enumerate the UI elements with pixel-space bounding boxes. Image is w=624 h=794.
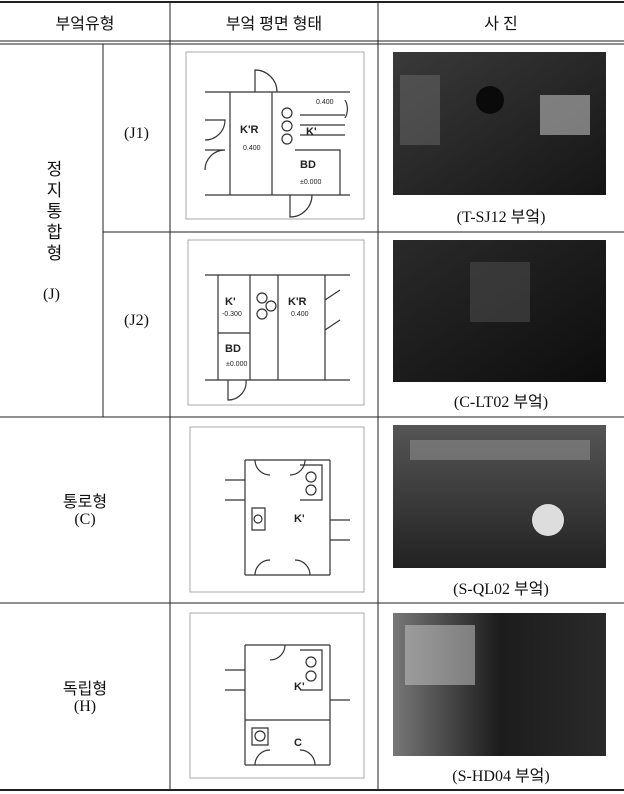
plan-label: ±0.000 (226, 361, 247, 368)
row-id: (J2) (124, 312, 149, 329)
plan-label: BD (225, 343, 241, 355)
header-cell: 사 진 (484, 16, 518, 33)
plan-j2: K' -0.300 K'R 0.400 BD ±0.000 (205, 274, 350, 401)
plan-label: BD (300, 159, 316, 171)
photo-caption: (S-QL02 부엌) (453, 581, 549, 598)
row-id: (J1) (124, 125, 149, 142)
group-code: (H) (73, 698, 97, 715)
plan-h: K' C (225, 644, 350, 766)
photo-caption: (S-HD04 부엌) (452, 768, 550, 785)
header-cell: 부엌 평면 형태 (225, 16, 323, 33)
header-cell: 부엌유형 (55, 16, 115, 33)
plan-frames (185, 51, 365, 779)
plan-label: 0.400 (243, 145, 261, 152)
photo-caption: (T-SJ12 부엌) (456, 209, 546, 226)
plan-label: -0.300 (222, 311, 242, 318)
plan-label: 0.400 (291, 311, 309, 318)
plan-c: K' (225, 459, 350, 576)
plan-label: K' (294, 681, 305, 693)
plan-label: K' (306, 126, 317, 138)
group-label: 통로형 (62, 494, 108, 511)
plan-label: K'R (240, 124, 259, 136)
photo-caption: (C-LT02 부엌) (453, 394, 549, 411)
plan-label: ±0.000 (300, 179, 321, 186)
plan-label: K' (294, 513, 305, 525)
group-label: 독립형 (62, 681, 108, 698)
group-code: (C) (74, 511, 96, 528)
plan-label: K' (225, 296, 236, 308)
plan-j1: 0.400 K'R K' 0.400 BD ±0.000 (204, 69, 350, 218)
plan-label: 0.400 (316, 99, 334, 106)
plan-label: C (294, 737, 302, 749)
group-label: 정지통합형 (43, 160, 62, 265)
photos (393, 52, 606, 756)
plan-label: K'R (288, 296, 307, 308)
group-code: (J) (43, 286, 60, 303)
